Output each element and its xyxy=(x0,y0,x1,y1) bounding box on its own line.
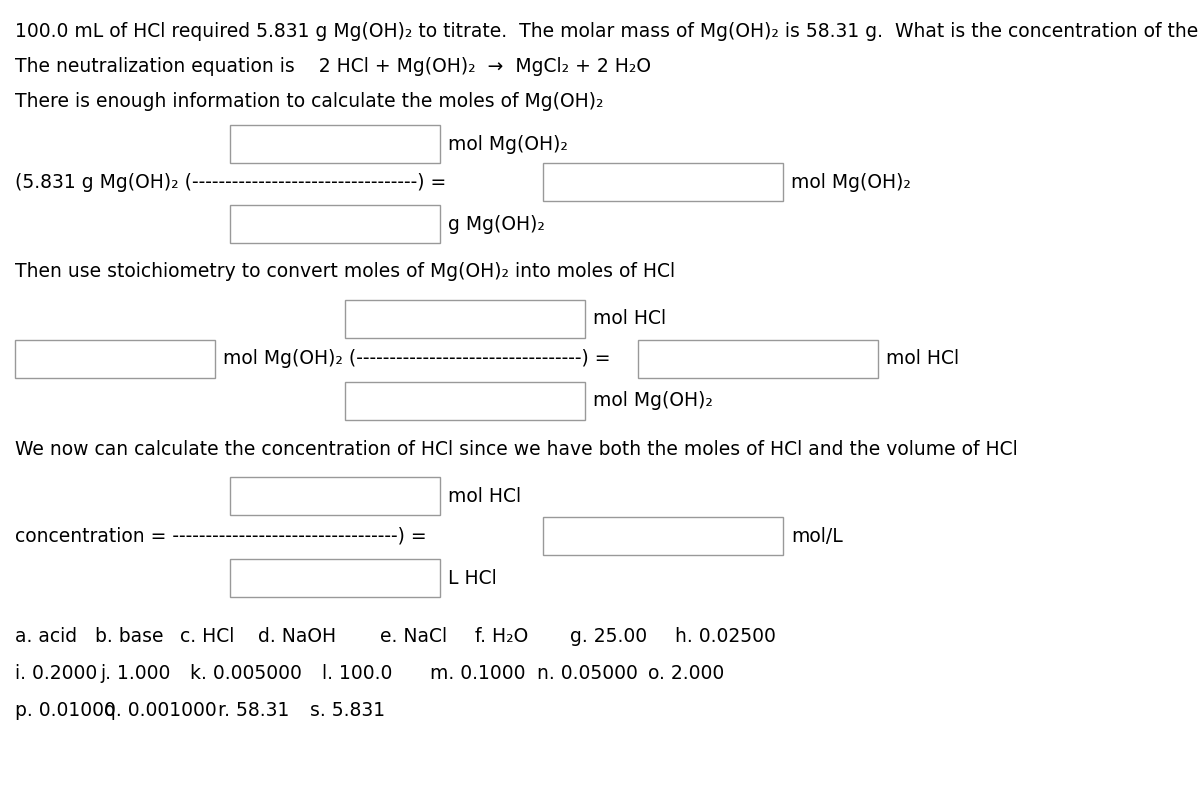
Text: a. acid: a. acid xyxy=(14,627,77,646)
Text: mol Mg(OH)₂ (----------------------------------) =: mol Mg(OH)₂ (---------------------------… xyxy=(223,349,611,368)
Text: i. 0.2000: i. 0.2000 xyxy=(14,664,97,683)
Text: mol HCl: mol HCl xyxy=(886,349,959,368)
FancyBboxPatch shape xyxy=(230,125,440,163)
Text: o. 2.000: o. 2.000 xyxy=(648,664,725,683)
Text: r. 58.31: r. 58.31 xyxy=(218,701,289,720)
Text: mol Mg(OH)₂: mol Mg(OH)₂ xyxy=(448,135,568,153)
Text: n. 0.05000: n. 0.05000 xyxy=(538,664,638,683)
Text: m. 0.1000: m. 0.1000 xyxy=(430,664,526,683)
Text: l. 100.0: l. 100.0 xyxy=(322,664,392,683)
Text: h. 0.02500: h. 0.02500 xyxy=(674,627,776,646)
Text: d. NaOH: d. NaOH xyxy=(258,627,336,646)
Text: k. 0.005000: k. 0.005000 xyxy=(190,664,302,683)
Text: (5.831 g Mg(OH)₂ (----------------------------------) =: (5.831 g Mg(OH)₂ (----------------------… xyxy=(14,172,446,191)
FancyBboxPatch shape xyxy=(14,340,215,378)
Text: e. NaCl: e. NaCl xyxy=(380,627,448,646)
Text: mol/L: mol/L xyxy=(791,527,842,545)
Text: s. 5.831: s. 5.831 xyxy=(310,701,385,720)
FancyBboxPatch shape xyxy=(230,477,440,515)
Text: We now can calculate the concentration of HCl since we have both the moles of HC: We now can calculate the concentration o… xyxy=(14,440,1018,459)
Text: L HCl: L HCl xyxy=(448,568,497,588)
Text: concentration = ----------------------------------) =: concentration = ------------------------… xyxy=(14,527,427,545)
Text: mol Mg(OH)₂: mol Mg(OH)₂ xyxy=(593,391,713,411)
Text: Then use stoichiometry to convert moles of Mg(OH)₂ into moles of HCl: Then use stoichiometry to convert moles … xyxy=(14,262,676,281)
Text: mol HCl: mol HCl xyxy=(593,309,666,328)
FancyBboxPatch shape xyxy=(542,163,784,201)
FancyBboxPatch shape xyxy=(230,205,440,243)
Text: There is enough information to calculate the moles of Mg(OH)₂: There is enough information to calculate… xyxy=(14,92,604,111)
Text: g Mg(OH)₂: g Mg(OH)₂ xyxy=(448,215,545,234)
Text: mol HCl: mol HCl xyxy=(448,486,521,505)
Text: q. 0.001000: q. 0.001000 xyxy=(104,701,217,720)
Text: The neutralization equation is    2 HCl + Mg(OH)₂  →  MgCl₂ + 2 H₂O: The neutralization equation is 2 HCl + M… xyxy=(14,57,650,76)
Text: b. base: b. base xyxy=(95,627,163,646)
FancyBboxPatch shape xyxy=(638,340,878,378)
Text: f. H₂O: f. H₂O xyxy=(475,627,528,646)
FancyBboxPatch shape xyxy=(346,382,586,420)
Text: mol Mg(OH)₂: mol Mg(OH)₂ xyxy=(791,172,911,191)
Text: g. 25.00: g. 25.00 xyxy=(570,627,647,646)
Text: j. 1.000: j. 1.000 xyxy=(100,664,170,683)
Text: 100.0 mL of HCl required 5.831 g Mg(OH)₂ to titrate.  The molar mass of Mg(OH)₂ : 100.0 mL of HCl required 5.831 g Mg(OH)₂… xyxy=(14,22,1200,41)
Text: p. 0.01000: p. 0.01000 xyxy=(14,701,116,720)
FancyBboxPatch shape xyxy=(230,559,440,597)
FancyBboxPatch shape xyxy=(542,517,784,555)
FancyBboxPatch shape xyxy=(346,300,586,338)
Text: c. HCl: c. HCl xyxy=(180,627,234,646)
